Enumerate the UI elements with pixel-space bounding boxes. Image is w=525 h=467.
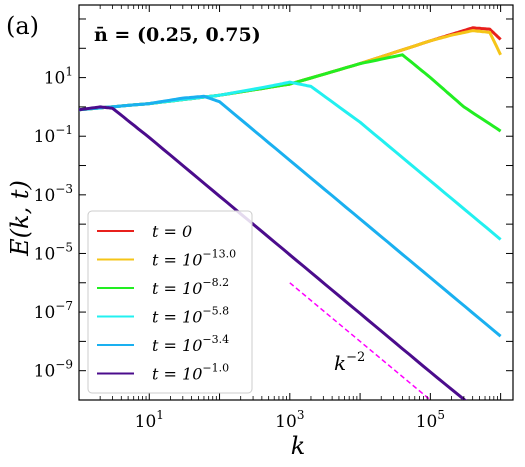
x-tick-label-2: 105 bbox=[416, 408, 445, 432]
y-tick-label-0: 101 bbox=[44, 65, 73, 89]
x-axis-label: k bbox=[291, 432, 306, 460]
legend-label-0: t = 0 bbox=[152, 222, 192, 241]
y-tick-label-2: 10−3 bbox=[34, 182, 73, 206]
panel-label: (a) bbox=[6, 12, 39, 40]
x-tick-label-0: 101 bbox=[135, 408, 164, 432]
y-tick-label-3: 10−5 bbox=[34, 240, 73, 264]
legend-label-3: t = 10−5.8 bbox=[152, 305, 229, 327]
reference-slope-base: k bbox=[334, 351, 346, 375]
plot-frame bbox=[78, 4, 514, 401]
legend: t = 0 t = 10−13.0 t = 10−8.2 t = 10−5.8 t = … bbox=[87, 210, 253, 394]
data-layer bbox=[79, 26, 502, 400]
legend-label-5: t = 10−1.0 bbox=[152, 362, 229, 384]
legend-label-4: t = 10−3.4 bbox=[152, 333, 229, 355]
series-line-4 bbox=[79, 94, 502, 338]
legend-box bbox=[87, 210, 253, 394]
legend-label-1: t = 10−13.0 bbox=[152, 248, 236, 270]
x-tick-label-1: 103 bbox=[275, 408, 304, 432]
reference-slope-line bbox=[289, 282, 431, 400]
y-tick-label-1: 10−1 bbox=[34, 123, 73, 147]
legend-label-2: t = 10−8.2 bbox=[152, 276, 229, 298]
series-line-5 bbox=[79, 105, 468, 400]
parameter-annotation: n̄ = (0.25, 0.75) bbox=[94, 24, 261, 46]
reference-slope-label: k−2 bbox=[334, 350, 365, 375]
y-axis-label: E(k, t) bbox=[6, 180, 34, 257]
series-line-2 bbox=[79, 53, 502, 133]
y-tick-label-5: 10−9 bbox=[34, 358, 73, 382]
y-tick-label-4: 10−7 bbox=[34, 299, 73, 323]
reference-slope-exponent: −2 bbox=[346, 350, 365, 365]
axis-ticks: 101 103 105 101 10−1 10−3 10−5 10−7 10−9 bbox=[34, 5, 513, 432]
